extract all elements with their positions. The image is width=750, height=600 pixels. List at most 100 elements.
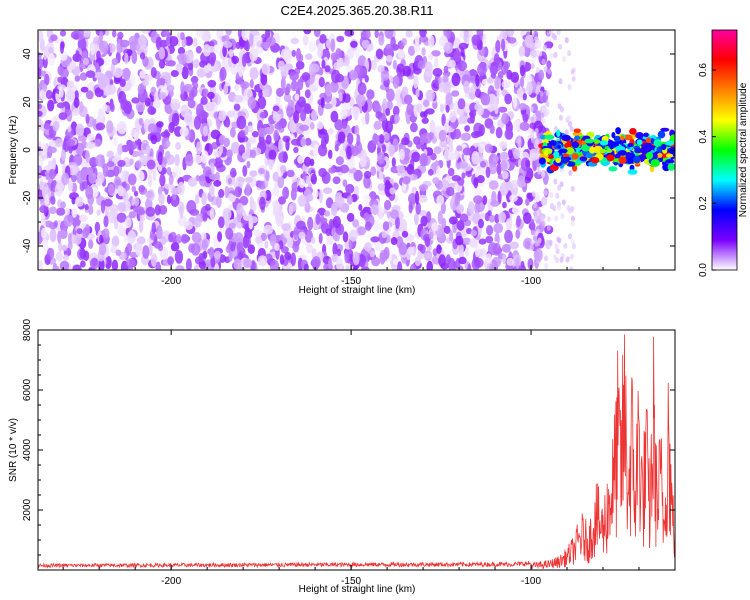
heatmap-cell [214, 250, 221, 260]
heatmap-cell [560, 213, 565, 220]
heatmap-cell [424, 236, 431, 248]
heatmap-cell [468, 91, 476, 100]
heatmap-cell [201, 238, 208, 251]
heatmap-cell [258, 90, 263, 98]
heatmap-cell [501, 112, 510, 125]
heatmap-cell [411, 151, 421, 163]
heatmap-cell [121, 68, 131, 79]
heatmap-cell [142, 245, 150, 259]
heatmap-cell [617, 150, 627, 156]
heatmap-cell [415, 202, 422, 215]
heatmap-cell [449, 59, 456, 69]
heatmap-cell [127, 230, 137, 244]
heatmap-cell [145, 206, 156, 217]
heatmap-cell [53, 220, 58, 228]
heatmap-cell [620, 135, 625, 141]
heatmap-cell [179, 205, 184, 219]
heatmap-cell [127, 141, 138, 150]
heatmap-cell [79, 101, 84, 113]
heatmap-cell [495, 127, 503, 139]
heatmap-cell [119, 39, 130, 48]
heatmap-cell [102, 57, 111, 66]
heatmap-cell [195, 30, 205, 38]
heatmap-cell [398, 242, 408, 256]
heatmap-cell [348, 69, 358, 81]
heatmap-cell [478, 218, 484, 229]
heatmap-cell [222, 208, 232, 221]
heatmap-cell [555, 257, 560, 264]
heatmap-cell [319, 215, 325, 224]
x-tick-label: -150 [341, 576, 361, 587]
heatmap-cell [168, 36, 179, 47]
heatmap-cell [124, 200, 131, 212]
heatmap-cell [39, 178, 44, 191]
heatmap-cell [371, 256, 381, 267]
heatmap-cell [342, 93, 351, 103]
heatmap-cell [85, 167, 94, 176]
heatmap-cell [345, 183, 355, 194]
heatmap-cell [155, 36, 163, 51]
heatmap-cell [172, 199, 179, 207]
heatmap-cell [276, 87, 284, 97]
heatmap-cell [555, 248, 560, 255]
heatmap-cell [249, 48, 259, 62]
heatmap-cell [213, 263, 220, 270]
heatmap-cell [432, 248, 438, 257]
heatmap-cell [389, 114, 396, 124]
snr-y-axis-label: SNR (10 * v/v) [8, 418, 19, 482]
heatmap-cell [530, 63, 535, 70]
x-tick-label: -100 [521, 576, 541, 587]
heatmap-cell [317, 47, 323, 59]
heatmap-cell [550, 202, 555, 209]
heatmap-cell [217, 216, 225, 229]
heatmap-cell [66, 138, 75, 147]
heatmap-cell [478, 248, 487, 258]
heatmap-cell [225, 227, 234, 240]
heatmap-cell [237, 177, 246, 183]
heatmap-cell [268, 156, 274, 171]
heatmap-cell [48, 168, 56, 180]
heatmap-cell [629, 127, 637, 135]
heatmap-cell [567, 50, 572, 57]
heatmap-cell [432, 177, 440, 185]
heatmap-cell [541, 117, 546, 124]
heatmap-cell [205, 101, 215, 112]
heatmap-cell [303, 30, 312, 35]
heatmap-cell [50, 34, 58, 42]
heatmap-cell [453, 128, 461, 140]
heatmap-cell [61, 244, 68, 252]
heatmap-cell [94, 221, 101, 233]
heatmap-cell [77, 37, 87, 52]
heatmap-cell [327, 149, 333, 159]
heatmap-cell [401, 137, 410, 146]
heatmap-cell [302, 34, 309, 46]
heatmap-cell [386, 88, 395, 102]
heatmap-cell [155, 261, 162, 270]
heatmap-cell [236, 115, 247, 130]
heatmap-cell [335, 257, 344, 270]
heatmap-cell [565, 256, 570, 263]
heatmap-cell [417, 60, 426, 70]
heatmap-cell [218, 134, 226, 145]
heatmap-cell [47, 99, 55, 112]
heatmap-cell [194, 215, 202, 228]
heatmap-cell [85, 113, 90, 124]
heatmap-cell [429, 119, 436, 134]
heatmap-cell [324, 132, 329, 145]
heatmap-cell [131, 50, 138, 64]
heatmap-cell [260, 232, 268, 242]
heatmap-cell [464, 102, 472, 114]
heatmap-cell [150, 253, 158, 267]
heatmap-cell [554, 243, 559, 250]
heatmap-cell [323, 187, 333, 195]
heatmap-cell [390, 237, 398, 245]
heatmap-cell [440, 202, 446, 214]
heatmap-cell [95, 122, 106, 131]
heatmap-cells [38, 30, 675, 270]
heatmap-cell [177, 46, 186, 56]
y-tick-label: 40 [22, 48, 33, 60]
heatmap-cell [354, 124, 360, 137]
heatmap-cell [504, 229, 513, 244]
heatmap-cell [193, 154, 203, 164]
heatmap-cell [378, 134, 385, 144]
